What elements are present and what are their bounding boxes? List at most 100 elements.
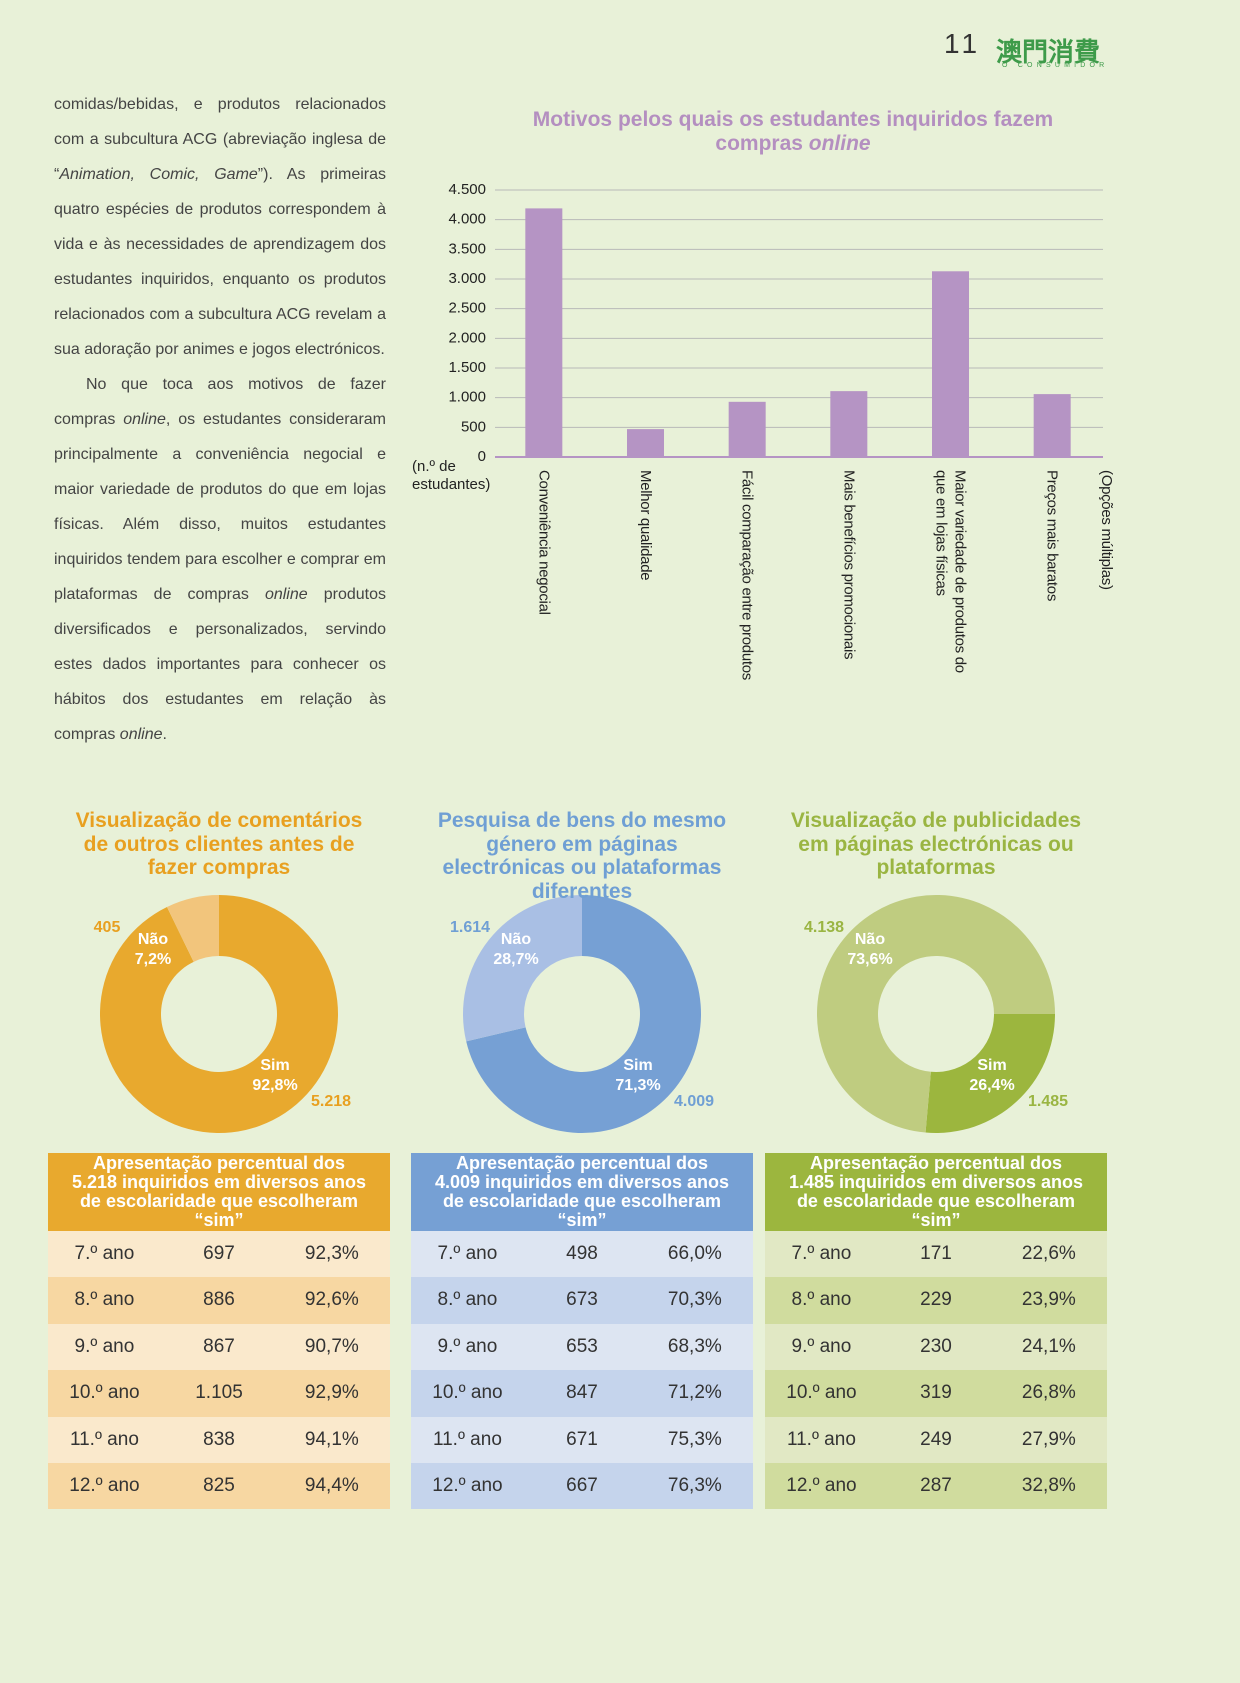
slice-category: Sim — [623, 1057, 652, 1074]
text-run: online — [123, 411, 166, 428]
chart-title: Motivos pelos quais os estudantes inquir… — [513, 108, 1073, 156]
x-tick-label: Melhor qualidade — [637, 470, 654, 581]
table-cell: 229 — [920, 1289, 952, 1311]
table-cell: 9.º ano — [437, 1335, 498, 1357]
table-header: Apresentação percentual dos 1.485 inquir… — [765, 1153, 1107, 1231]
chart-title: Visualização de publicidades em páginas … — [790, 809, 1082, 879]
axis-note: (Opções múltiplas) — [1098, 470, 1115, 590]
table-cell: 11.º ano — [786, 1428, 856, 1450]
table: Apresentação percentual dos 4.009 inquir… — [411, 1153, 753, 1510]
table-row: 9.º ano 867 90,7% — [48, 1323, 390, 1371]
table-row: 11.º ano 249 27,9% — [765, 1416, 1107, 1463]
table-cell: 171 — [920, 1243, 952, 1264]
table-title: Apresentação percentual dos 1.485 inquir… — [788, 1153, 1084, 1230]
text-column: comidas/bebidas, e produtos relacionados… — [54, 87, 386, 752]
slice-percent: 92,8% — [252, 1077, 297, 1094]
slice-count: 1.614 — [450, 919, 490, 936]
table-cell: 11.º ano — [69, 1428, 139, 1450]
table-row: 8.º ano 229 23,9% — [765, 1277, 1107, 1324]
table-cell: 94,4% — [304, 1474, 359, 1496]
x-tick-label: Preços mais baratos — [1043, 470, 1061, 602]
table-cell: 92,9% — [304, 1382, 359, 1404]
table-cell: 8.º ano — [791, 1289, 852, 1311]
text-run: . — [162, 726, 167, 743]
x-tick-label: Conveniência negocial — [535, 470, 553, 615]
paragraph: No que toca aos motivos de fazer compras… — [54, 367, 386, 752]
table-cell: 92,3% — [304, 1243, 359, 1264]
slice-category: Sim — [260, 1057, 289, 1074]
table-cell: 8.º ano — [437, 1289, 498, 1311]
text-run: produtos diversificados e personalizados… — [54, 586, 386, 743]
table-row: 9.º ano 653 68,3% — [411, 1323, 753, 1371]
slice-count: 5.218 — [311, 1093, 351, 1110]
text-run: comidas/bebidas, e produtos relacionados… — [54, 96, 386, 183]
table-cell: 90,7% — [304, 1335, 359, 1357]
y-tick-label: 1.500 — [448, 359, 486, 376]
y-tick-label: 4.500 — [448, 181, 486, 198]
table-cell: 7.º ano — [74, 1243, 135, 1264]
table-cell: 825 — [203, 1474, 235, 1496]
bar — [525, 208, 563, 457]
donut-slice — [925, 1014, 1055, 1133]
table-cell: 11.º ano — [432, 1428, 502, 1450]
y-tick-label: 0 — [478, 448, 486, 465]
table-cell: 7.º ano — [437, 1243, 498, 1264]
slice-count: 4.138 — [804, 919, 844, 936]
slice-percent: 26,4% — [969, 1077, 1014, 1094]
table-row: 11.º ano 671 75,3% — [411, 1416, 753, 1463]
table: Apresentação percentual dos 5.218 inquir… — [48, 1153, 390, 1510]
table-cell: 671 — [566, 1428, 598, 1450]
x-tick-label: Maior variedade de produtos do que em lo… — [932, 470, 969, 673]
slice-percent: 7,2% — [135, 951, 171, 968]
y-tick-label: 2.500 — [448, 300, 486, 317]
table-header: Apresentação percentual dos 5.218 inquir… — [48, 1153, 390, 1231]
table-row: 7.º ano 498 66,0% — [411, 1231, 753, 1278]
donut-slice — [817, 895, 1055, 1133]
table-cell: 32,8% — [1021, 1474, 1076, 1496]
logo-subtitle: O CONSUMIDOR — [1002, 62, 1109, 69]
axis-label: (n.º de estudantes) — [412, 458, 491, 493]
text-run: , os estudantes consideraram principalme… — [54, 411, 387, 603]
table-cell: 76,3% — [667, 1474, 722, 1496]
bar — [932, 271, 969, 457]
text-run: Motivos pelos quais os estudantes inquir… — [532, 108, 1054, 155]
table-cell: 66,0% — [667, 1243, 722, 1264]
table-cell: 673 — [566, 1289, 598, 1311]
table-cell: 12.º ano — [786, 1474, 857, 1496]
page-number: 11 — [944, 28, 982, 59]
bar — [728, 401, 766, 457]
table-cell: 847 — [566, 1382, 598, 1404]
table-cell: 22,6% — [1021, 1243, 1076, 1264]
slice-category: Sim — [977, 1057, 1006, 1074]
donut-slice — [166, 895, 219, 962]
table-cell: 70,3% — [667, 1289, 722, 1311]
table-cell: 94,1% — [304, 1428, 359, 1450]
table-row: 8.º ano 673 70,3% — [411, 1277, 753, 1324]
text-run: online — [264, 586, 308, 603]
table-row: 10.º ano 847 71,2% — [411, 1370, 753, 1417]
donut-slice — [99, 895, 338, 1134]
table-cell: 667 — [566, 1474, 598, 1496]
table-cell: 75,3% — [667, 1428, 722, 1450]
table-header: Apresentação percentual dos 4.009 inquir… — [411, 1153, 753, 1231]
table-cell: 653 — [566, 1335, 598, 1357]
table-cell: 7.º ano — [791, 1243, 852, 1264]
slice-count: 405 — [94, 919, 121, 936]
table-cell: 8.º ano — [74, 1289, 135, 1311]
table-cell: 92,6% — [304, 1289, 359, 1311]
table-cell: 12.º ano — [69, 1474, 140, 1496]
table-cell: 697 — [203, 1243, 235, 1264]
table-cell: 287 — [920, 1474, 952, 1496]
table-row: 10.º ano 319 26,8% — [765, 1370, 1107, 1417]
table-row: 7.º ano 697 92,3% — [48, 1231, 390, 1278]
slice-category: Não — [138, 931, 168, 948]
paragraph: comidas/bebidas, e produtos relacionados… — [54, 87, 386, 367]
text-run: Animation, Comic, Game — [59, 166, 258, 183]
slice-category: Não — [855, 931, 885, 948]
table-title: Apresentação percentual dos 5.218 inquir… — [71, 1153, 367, 1230]
chart-title: Pesquisa de bens do mesmo género em pági… — [437, 809, 727, 903]
table-cell: 498 — [566, 1243, 598, 1264]
table-row: 12.º ano 287 32,8% — [765, 1462, 1107, 1510]
